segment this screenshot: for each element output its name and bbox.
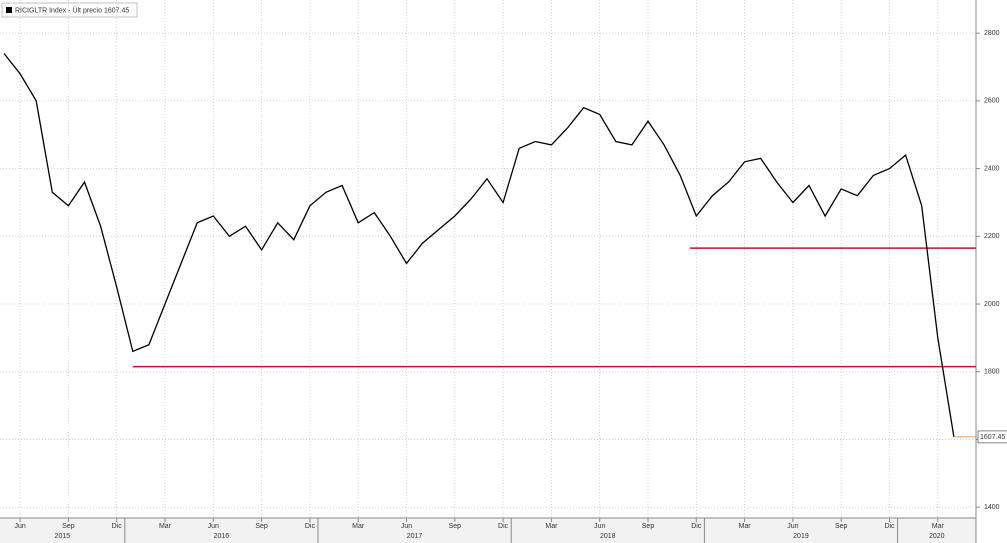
year-label: 2019 — [793, 533, 809, 540]
x-tick-label: Mar — [545, 523, 558, 530]
year-label: 2018 — [600, 533, 616, 540]
y-tick-label: 2000 — [984, 301, 1000, 308]
x-tick-label: Sep — [642, 523, 655, 530]
y-tick-label: 2600 — [984, 98, 1000, 105]
x-tick-label: Dic — [112, 523, 123, 530]
series-line — [3, 53, 955, 438]
last-value-label: 1607.45 — [980, 434, 1005, 441]
x-tick-label: Dic — [691, 523, 702, 530]
x-tick-label: Dic — [305, 523, 316, 530]
x-tick-label: Mar — [159, 523, 172, 530]
x-tick-label: Jun — [787, 523, 798, 530]
x-tick-label: Sep — [449, 523, 462, 530]
y-tick-label: 1400 — [984, 504, 1000, 511]
x-tick-label: Mar — [739, 523, 752, 530]
x-tick-label: Mar — [932, 523, 945, 530]
x-tick-label: Sep — [255, 523, 268, 530]
legend — [1, 2, 138, 18]
year-label: 2020 — [929, 533, 945, 540]
x-axis-band — [0, 518, 976, 543]
last-value-box — [977, 430, 1007, 444]
x-tick-label: Jun — [208, 523, 219, 530]
x-tick-label: Sep — [835, 523, 848, 530]
y-tick-label: 1800 — [984, 369, 1000, 376]
y-tick-label: 2800 — [984, 30, 1000, 37]
year-label: 2017 — [407, 533, 423, 540]
legend-swatch — [6, 7, 12, 13]
x-tick-label: Dic — [884, 523, 895, 530]
x-tick-label: Mar — [352, 523, 365, 530]
x-tick-label: Dic — [498, 523, 509, 530]
x-tick-label: Sep — [62, 523, 75, 530]
x-tick-label: Jun — [594, 523, 605, 530]
y-tick-label: 2400 — [984, 165, 1000, 172]
year-label: 2016 — [214, 533, 230, 540]
legend-label: RICIGLTR Index - Últ precio 1607.45 — [15, 5, 129, 14]
x-tick-label: Jun — [14, 523, 25, 530]
x-tick-label: Jun — [401, 523, 412, 530]
y-tick-label: 2200 — [984, 233, 1000, 240]
year-label: 2015 — [55, 533, 71, 540]
